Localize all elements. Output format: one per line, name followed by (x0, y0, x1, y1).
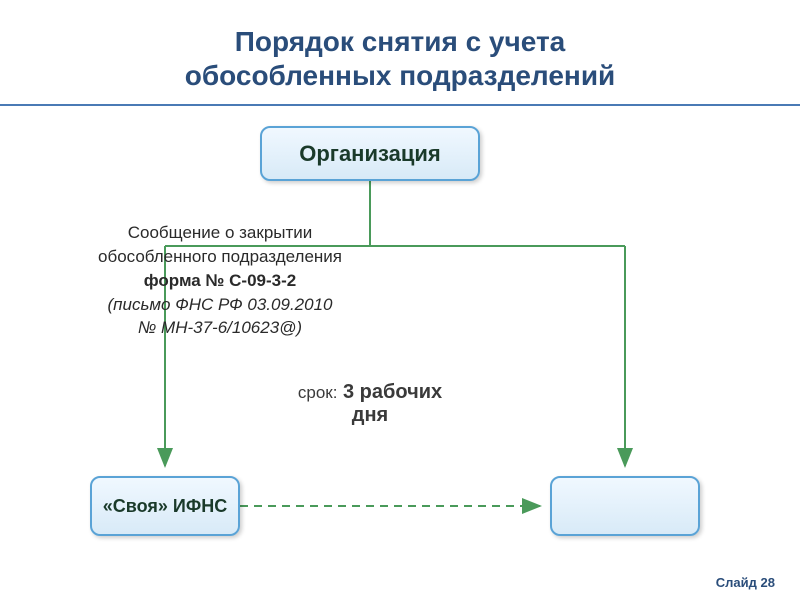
diagram-canvas: Организация Сообщение о закрытии обособл… (0, 106, 800, 586)
footer-number: 28 (761, 575, 775, 590)
deadline-value2: дня (352, 404, 388, 426)
node-own-ifns: «Своя» ИФНС (90, 476, 240, 536)
annotation-block: Сообщение о закрытии обособленного подра… (70, 221, 370, 340)
annotation-line1: Сообщение о закрытии (70, 221, 370, 245)
annotation-form: форма № С-09-3-2 (70, 269, 370, 293)
annotation-line2: обособленного подразделения (70, 245, 370, 269)
annotation-letter1: (письмо ФНС РФ 03.09.2010 (70, 293, 370, 317)
deadline-value1: 3 рабочих (343, 381, 442, 403)
annotation-letter2: № МН-37-6/10623@) (70, 316, 370, 340)
footer-label: Слайд (716, 575, 757, 590)
node-ifns1-label: «Своя» ИФНС (103, 496, 227, 517)
slide-title: Порядок снятия с учета обособленных подр… (0, 0, 800, 104)
slide-footer: Слайд 28 (716, 575, 775, 590)
node-other-ifns (550, 476, 700, 536)
title-line1: Порядок снятия с учета (235, 26, 566, 57)
node-organization: Организация (260, 126, 480, 181)
node-org-label: Организация (299, 141, 441, 167)
title-line2: обособленных подразделений (185, 60, 616, 91)
deadline-block: срок: 3 рабочих дня (230, 381, 510, 427)
deadline-label: срок: (298, 383, 338, 402)
